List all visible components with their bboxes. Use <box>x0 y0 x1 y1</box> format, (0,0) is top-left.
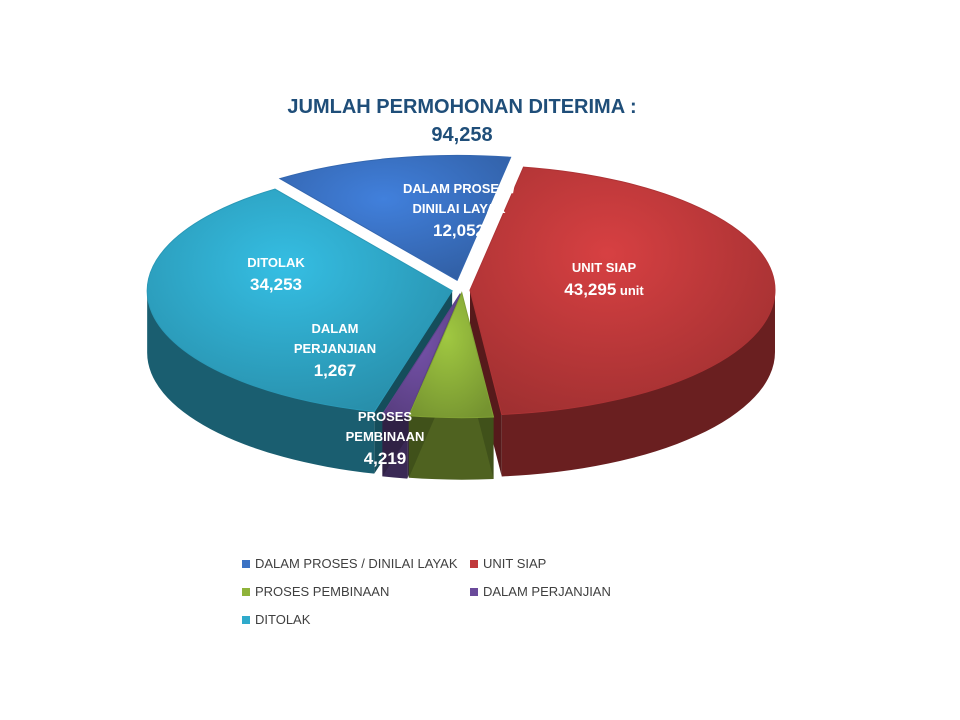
slice-label-name: DALAM PROSES / <box>403 181 515 196</box>
slice-label-value: 12,052 <box>433 221 485 240</box>
slice-ditolak <box>146 188 453 413</box>
slice-label-value: 1,267 <box>314 361 357 380</box>
slice-unit-siap <box>469 166 776 415</box>
slice-dalam-perjanjian <box>381 293 461 418</box>
slice-label-name: PEMBINAAN <box>346 429 425 444</box>
legend-label: DITOLAK <box>255 612 311 627</box>
legend-swatch <box>242 615 250 624</box>
chart-title: JUMLAH PERMOHONAN DITERIMA : <box>287 96 636 118</box>
legend-item-ditolak: DITOLAK <box>242 612 310 627</box>
legend-swatch <box>470 587 478 596</box>
slice-side <box>501 290 775 477</box>
slice-label: DITOLAK 34,253 <box>247 255 305 294</box>
slice-label-value: 4,219 <box>364 449 407 468</box>
slice-label-name: UNIT SIAP <box>572 260 637 275</box>
legend-label: DALAM PERJANJIAN <box>483 584 611 599</box>
slice-label-name: PROSES <box>358 409 413 424</box>
slice-label: DALAM PROSES / DINILAI LAYAK 12,052 <box>403 181 515 240</box>
legend-swatch <box>242 559 250 568</box>
slice-label-name: DITOLAK <box>247 255 305 270</box>
slice-side <box>408 415 494 480</box>
legend-item-dalam-perjanjian: DALAM PERJANJIAN <box>470 584 611 599</box>
slice-label-name: PERJANJIAN <box>294 341 376 356</box>
slice-dalam-proses-dinilai-layak <box>278 154 512 282</box>
slice-label-value: 43,295 unit <box>564 280 644 299</box>
slice-proses-pembinaan <box>408 291 495 419</box>
slice-label-value: 34,253 <box>250 275 302 294</box>
slice-side <box>147 290 375 474</box>
legend-item-proses-pembinaan: PROSES PEMBINAAN <box>242 584 389 599</box>
legend-label: UNIT SIAP <box>483 556 547 571</box>
slice-label-unit: unit <box>616 283 644 298</box>
legend-item-dalam-proses: DALAM PROSES / DINILAI LAYAK <box>242 556 458 571</box>
legend-item-unit-siap: UNIT SIAP <box>470 556 546 571</box>
pie-slices <box>146 154 776 419</box>
legend-label: PROSES PEMBINAAN <box>255 584 390 599</box>
slice-label-name: DINILAI LAYAK <box>413 201 507 216</box>
legend-label: DALAM PROSES / DINILAI LAYAK <box>255 556 458 571</box>
slice-labels: DALAM PROSES / DINILAI LAYAK 12,052 UNIT SI… <box>247 181 644 468</box>
slice-label: UNIT SIAP 43,295 unit <box>564 260 644 299</box>
slice-label: DALAM PERJANJIAN 1,267 <box>294 321 376 380</box>
slice-wall <box>469 290 502 477</box>
legend-swatch <box>470 559 478 568</box>
slice-label-name: DALAM <box>312 321 359 336</box>
legend-swatch <box>242 587 250 596</box>
chart-total: 94,258 <box>431 124 492 146</box>
slice-label: PROSES PEMBINAAN 4,219 <box>346 409 425 468</box>
